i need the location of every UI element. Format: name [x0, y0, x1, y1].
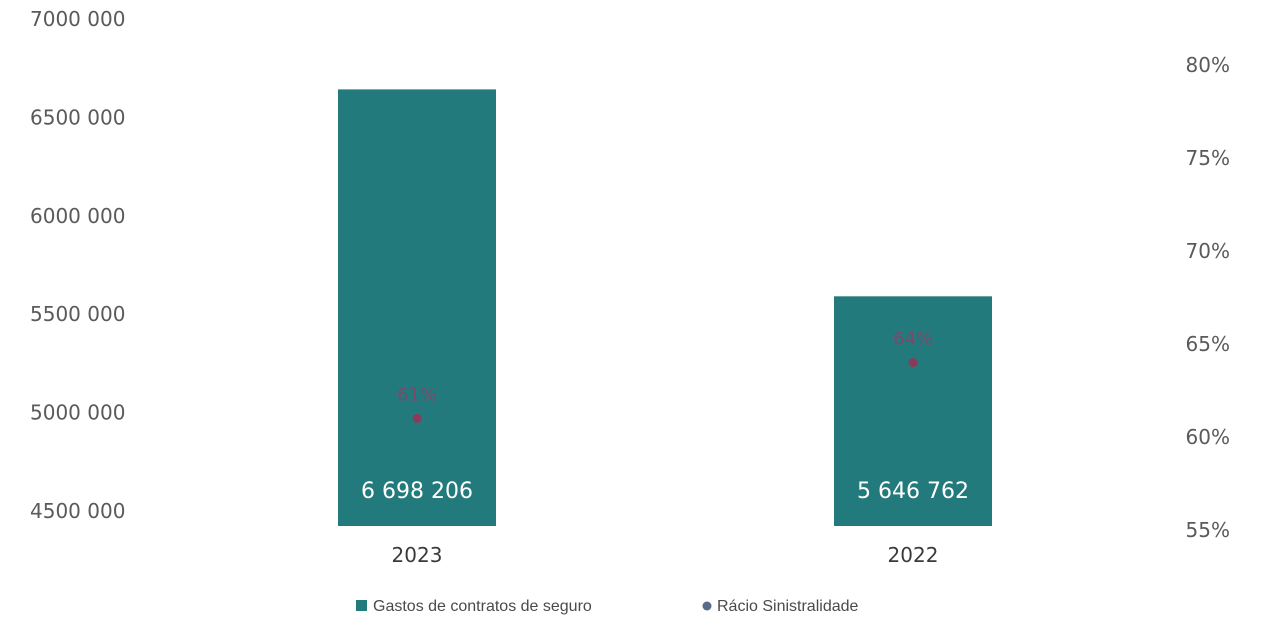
right-tick-label: 80% — [1186, 53, 1230, 77]
ratio-data-label: 61% — [397, 384, 437, 405]
legend: Gastos de contratos de seguro Rácio Sinis… — [356, 598, 859, 615]
left-tick-label: 7000 000 — [30, 7, 125, 31]
points: 61% 64% — [397, 329, 933, 423]
left-axis: 7000 000 6500 000 6000 000 5500 000 5000 000… — [30, 7, 125, 523]
category-labels: 2023 2022 — [392, 543, 939, 567]
bar-data-label: 6 698 206 — [361, 479, 473, 504]
bar — [834, 296, 992, 526]
category-label: 2022 — [888, 543, 939, 567]
right-tick-label: 60% — [1186, 425, 1230, 449]
legend-bar-label: Gastos de contratos de seguro — [373, 598, 592, 615]
left-tick-label: 5000 000 — [30, 401, 125, 425]
left-tick-label: 6000 000 — [30, 204, 125, 228]
bar-data-label: 5 646 762 — [857, 479, 969, 504]
ratio-data-label: 64% — [893, 329, 933, 350]
right-axis: 80% 75% 70% 65% 60% 55% — [1186, 53, 1230, 542]
right-tick-label: 70% — [1186, 239, 1230, 263]
left-tick-label: 4500 000 — [30, 499, 125, 523]
legend-bar-swatch — [356, 600, 367, 611]
bar — [338, 89, 496, 526]
left-tick-label: 6500 000 — [30, 105, 125, 129]
bars: 6 698 206 5 646 762 — [338, 89, 992, 526]
category-label: 2023 — [392, 543, 443, 567]
ratio-point — [908, 358, 918, 368]
left-tick-label: 5500 000 — [30, 302, 125, 326]
right-tick-label: 75% — [1186, 146, 1230, 170]
right-tick-label: 55% — [1186, 518, 1230, 542]
right-tick-label: 65% — [1186, 332, 1230, 356]
ratio-point — [412, 413, 422, 423]
legend-point-label: Rácio Sinistralidade — [717, 598, 859, 615]
legend-point-swatch — [702, 601, 712, 611]
